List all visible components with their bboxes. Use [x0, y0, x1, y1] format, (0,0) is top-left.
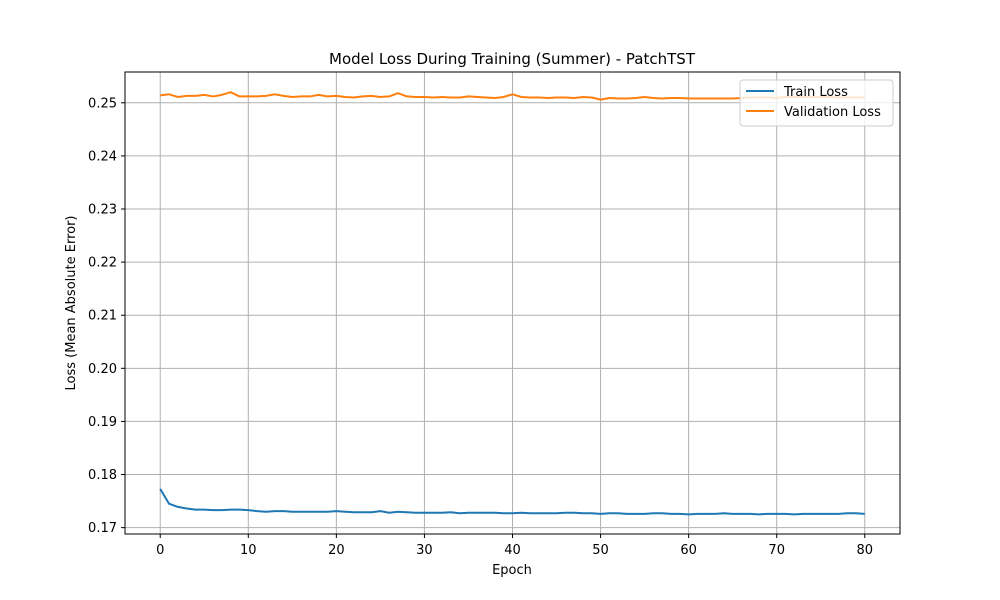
x-tick-label: 80	[856, 543, 873, 558]
axis-ticks: 0 10 20 30 40 50 60 70 80 0.17 0.18 0.19 0.20 0.21 0.2…	[88, 96, 873, 558]
x-tick-label: 60	[680, 543, 697, 558]
y-tick-label: 0.17	[88, 521, 117, 536]
y-tick-label: 0.20	[88, 362, 117, 377]
x-tick-label: 10	[240, 543, 257, 558]
x-tick-label: 20	[328, 543, 345, 558]
x-axis-label: Epoch	[492, 563, 532, 578]
x-tick-label: 0	[156, 543, 164, 558]
y-tick-label: 0.18	[88, 468, 117, 483]
x-tick-label: 30	[416, 543, 433, 558]
legend: Train Loss Validation Loss	[739, 79, 894, 127]
y-tick-label: 0.21	[88, 309, 117, 324]
y-axis-label: Loss (Mean Absolute Error)	[64, 216, 79, 391]
x-tick-label: 40	[504, 543, 521, 558]
y-tick-label: 0.25	[88, 96, 117, 111]
y-tick-label: 0.23	[88, 203, 117, 218]
legend-box	[739, 79, 894, 127]
grid	[125, 72, 900, 534]
x-tick-label: 50	[592, 543, 609, 558]
x-tick-label: 70	[768, 543, 785, 558]
legend-label-validation-loss: Validation Loss	[784, 105, 881, 120]
y-tick-label: 0.19	[88, 415, 117, 430]
chart-title: Model Loss During Training (Summer) - Pa…	[329, 50, 696, 68]
y-tick-label: 0.24	[88, 149, 117, 164]
y-tick-label: 0.22	[88, 256, 117, 271]
series-line-train-loss	[159, 488, 865, 516]
legend-label-train-loss: Train Loss	[783, 85, 848, 100]
